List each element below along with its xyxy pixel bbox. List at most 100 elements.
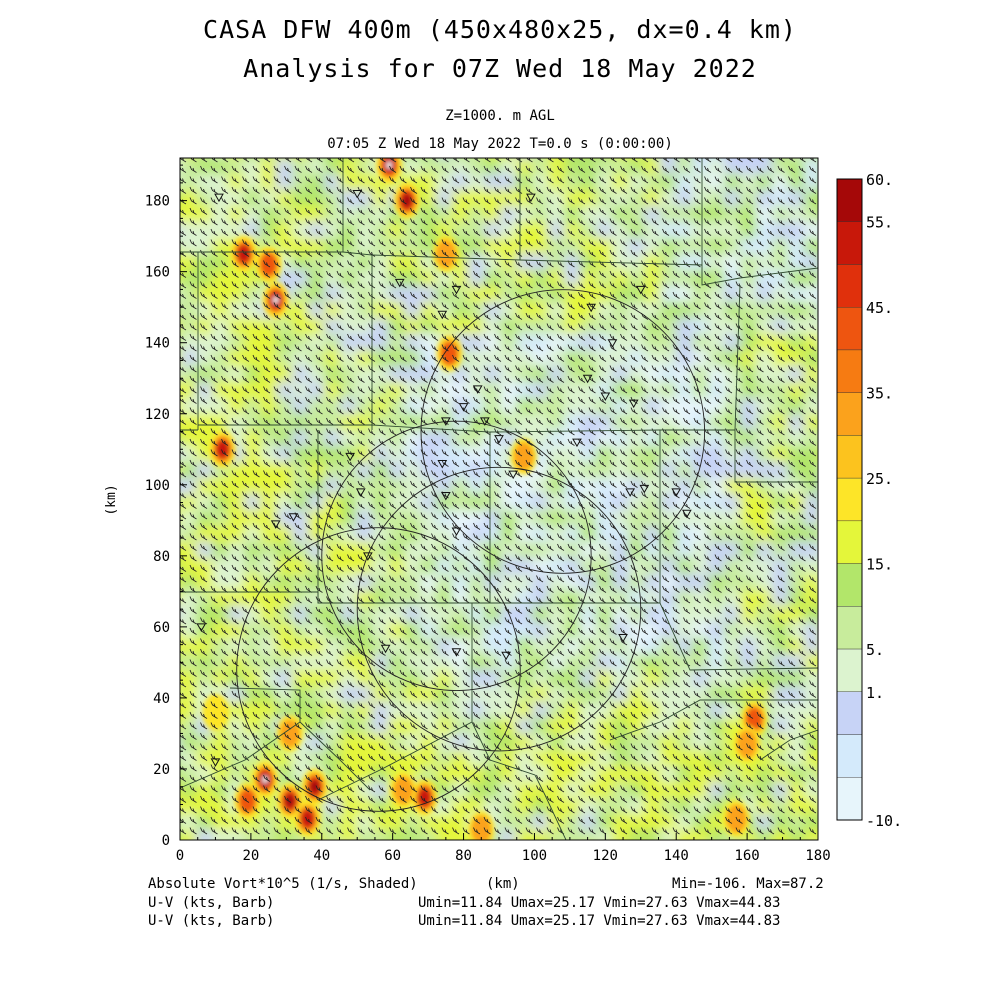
field-cell (724, 718, 740, 734)
wind-barb (567, 575, 575, 583)
wind-barb (693, 554, 701, 562)
wind-barb (609, 575, 617, 583)
field-cell (228, 558, 244, 574)
field-cell (420, 286, 436, 302)
field-cell (196, 798, 212, 814)
wind-barb (662, 764, 670, 772)
wind-barb (546, 449, 554, 457)
wind-barb (273, 375, 281, 383)
wind-barb (809, 459, 817, 467)
wind-barb (347, 669, 355, 677)
field-cell (708, 814, 724, 830)
field-cell (820, 254, 836, 270)
field-cell (820, 766, 836, 782)
wind-barb (809, 806, 817, 814)
wind-barb (336, 774, 344, 782)
wind-barb (662, 470, 670, 478)
field-cell (212, 846, 228, 862)
wind-barb (809, 764, 817, 772)
wind-barb (431, 522, 439, 530)
wind-barb (431, 575, 439, 583)
wind-barb (441, 764, 449, 772)
field-cell (628, 766, 644, 782)
wind-barb (798, 827, 806, 835)
field-cell (532, 670, 548, 686)
field-cell (340, 382, 356, 398)
wind-barb (599, 690, 607, 698)
wind-barb (651, 690, 659, 698)
field-cell (692, 558, 708, 574)
field-cell (676, 318, 692, 334)
wind-barb (515, 816, 523, 824)
wind-barb (704, 774, 712, 782)
field-cell (260, 702, 276, 718)
wind-barb (546, 575, 554, 583)
field-cell (580, 782, 596, 798)
field-cell (180, 542, 196, 558)
wind-barb (725, 732, 733, 740)
wind-barb (536, 764, 544, 772)
wind-barb (746, 617, 754, 625)
wind-barb (263, 522, 271, 530)
field-cell (308, 542, 324, 558)
wind-barb (504, 480, 512, 488)
wind-barb (767, 816, 775, 824)
field-cell (724, 318, 740, 334)
field-cell (500, 270, 516, 286)
wind-barb (557, 449, 565, 457)
wind-barb (777, 543, 785, 551)
field-cell (788, 302, 804, 318)
field-cell (628, 142, 644, 158)
field-cell (772, 350, 788, 366)
field-cell (292, 430, 308, 446)
wind-barb (630, 722, 638, 730)
wind-barb (588, 333, 596, 341)
wind-barb (189, 806, 197, 814)
wind-barb (242, 512, 250, 520)
wind-barb (389, 365, 397, 373)
wind-barb (441, 575, 449, 583)
wind-barb (389, 459, 397, 467)
field-cell (228, 398, 244, 414)
wind-barb (809, 407, 817, 415)
field-cell (708, 702, 724, 718)
field-cell (324, 446, 340, 462)
field-cell (516, 414, 532, 430)
field-cell (644, 702, 660, 718)
wind-barb (515, 522, 523, 530)
wind-barb (693, 491, 701, 499)
field-cell (548, 734, 564, 750)
wind-barb (326, 596, 334, 604)
field-cell (804, 174, 818, 190)
field-cell (308, 718, 324, 734)
wind-barb (777, 333, 785, 341)
wind-barb (378, 816, 386, 824)
field-cell (468, 430, 484, 446)
wind-barb (662, 543, 670, 551)
wind-barb (641, 354, 649, 362)
wind-barb (210, 459, 218, 467)
wind-barb (578, 480, 586, 488)
wind-barb (588, 323, 596, 331)
field-cell (436, 270, 452, 286)
field-cell (484, 350, 500, 366)
wind-barb (704, 680, 712, 688)
field-cell (708, 414, 724, 430)
wind-barb (441, 774, 449, 782)
wind-barb (546, 701, 554, 709)
field-cell (180, 718, 196, 734)
field-cell (436, 814, 452, 830)
field-cell (692, 846, 708, 862)
wind-barb (336, 312, 344, 320)
wind-barb (599, 438, 607, 446)
field-cell (404, 606, 420, 622)
field-cell (276, 414, 292, 430)
wind-barb (294, 606, 302, 614)
field-cell (260, 798, 276, 814)
wind-barb (777, 417, 785, 425)
wind-barb (263, 638, 271, 646)
field-cell (372, 830, 388, 840)
wind-barb (704, 816, 712, 824)
wind-barb (263, 711, 271, 719)
wind-barb (620, 690, 628, 698)
